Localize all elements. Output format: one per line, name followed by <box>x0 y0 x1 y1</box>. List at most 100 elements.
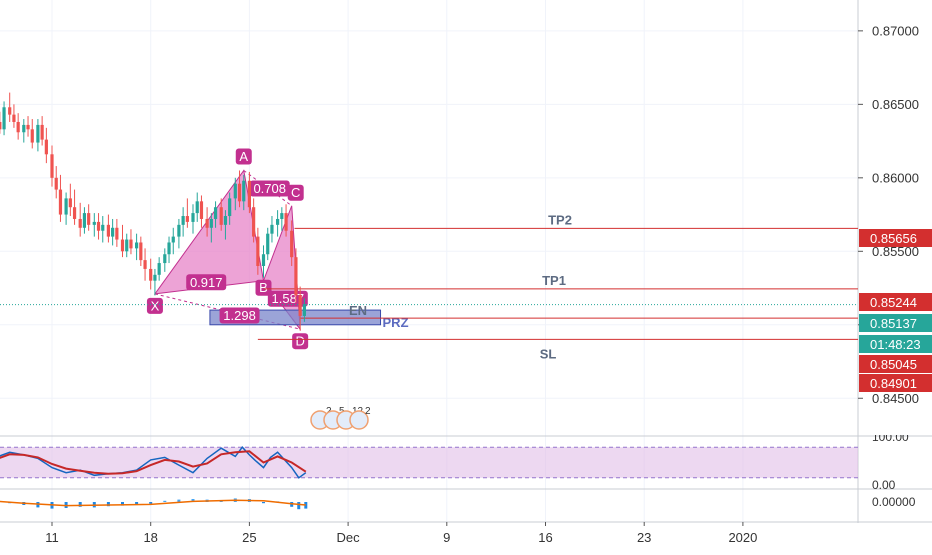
ratio-badge <box>267 290 308 307</box>
candle-body <box>177 224 181 237</box>
candle-body <box>157 263 161 275</box>
ratio-label: 1.298 <box>223 308 256 323</box>
price-badge-label: 0.84901 <box>870 376 917 391</box>
candle-body <box>96 221 101 231</box>
price-tick-label: 0.86000 <box>872 170 919 185</box>
candle-body <box>284 213 288 231</box>
candle-body <box>252 207 256 237</box>
candle-body <box>181 216 185 225</box>
candle-body <box>12 114 16 122</box>
price-badge <box>859 229 932 247</box>
candle-body <box>149 268 153 281</box>
event-markers[interactable]: 25122 <box>310 406 371 430</box>
point-badge <box>287 184 304 201</box>
macd-signal-line <box>0 499 306 507</box>
level-label-tp2: TP2 <box>548 212 572 227</box>
candles <box>0 92 306 331</box>
candle-body <box>213 207 218 219</box>
candle-body <box>82 213 87 228</box>
point-label-x: X <box>151 298 160 313</box>
point-label-c: C <box>291 185 300 200</box>
candle-body <box>8 107 12 115</box>
price-tick-label: 0.85500 <box>872 244 919 259</box>
level-label-sl: SL <box>540 346 557 361</box>
macd-bar <box>121 502 124 506</box>
candle-body <box>143 260 147 269</box>
point-badge <box>255 279 272 296</box>
ratio-badge <box>219 307 260 324</box>
candle-body <box>205 218 209 228</box>
point-label-b: B <box>259 280 268 295</box>
candle-body <box>256 236 260 266</box>
prz-label: PRZ <box>383 315 409 330</box>
candle-body <box>129 239 133 249</box>
price-badge <box>859 374 932 392</box>
level-label-tp1: TP1 <box>542 273 566 288</box>
candle-body <box>44 139 48 155</box>
ac-connector <box>243 170 292 207</box>
candle-body <box>209 218 213 228</box>
point-badge <box>146 297 163 314</box>
candle-body <box>58 189 63 215</box>
candle-body <box>111 227 115 237</box>
target-levels[interactable]: TP2 TP1 EN SL <box>0 212 858 361</box>
time-tick-label: 9 <box>443 530 450 545</box>
candle-body <box>266 233 270 255</box>
time-axis[interactable]: 11 18 25 Dec 9 16 23 2020 <box>0 522 932 550</box>
candle-body <box>195 201 199 214</box>
price-badge <box>859 314 932 332</box>
price-badge <box>859 293 932 311</box>
time-tick-label: 11 <box>45 530 59 545</box>
macd-bar <box>149 502 153 504</box>
time-tick-label: 23 <box>637 530 651 545</box>
stochastic-band <box>0 447 858 478</box>
price-badge <box>859 335 932 353</box>
price-badge-label: 0.85045 <box>870 357 917 372</box>
candle-body <box>191 213 195 222</box>
candle-body <box>40 124 44 140</box>
ratio-badge <box>186 274 227 291</box>
macd-bar <box>262 502 265 504</box>
candle-body <box>270 224 274 234</box>
candle-body <box>68 198 72 208</box>
ratio-label: 0.708 <box>253 181 286 196</box>
price-badge-label: 0.85656 <box>870 231 917 246</box>
point-label-d: D <box>295 334 304 349</box>
candle-body <box>125 239 129 252</box>
time-tick-label: 2020 <box>728 530 757 545</box>
candle-body <box>276 218 280 225</box>
macd-bar <box>304 502 308 509</box>
macd-bar <box>297 502 301 510</box>
candle-body <box>139 242 143 261</box>
candle-body <box>237 183 242 202</box>
price-badge-label: 0.85137 <box>870 316 917 331</box>
candle-body <box>26 124 30 130</box>
macd-bar <box>191 499 195 502</box>
candle-body <box>163 254 167 264</box>
stochastic-lower-tick: 0.00 <box>872 478 896 492</box>
time-tick-label: 16 <box>538 530 552 545</box>
point-badge <box>292 333 309 350</box>
candle-body <box>115 227 119 240</box>
candle-body <box>290 230 294 258</box>
event-flag-icon <box>349 410 369 430</box>
candle-body <box>64 198 68 215</box>
time-tick-label: 18 <box>143 530 157 545</box>
candle-body <box>223 216 228 225</box>
price-tick-label: 0.87000 <box>872 23 919 38</box>
candle-body <box>50 154 54 178</box>
price-axis[interactable]: 0.870000.865000.860000.855000.850000.845… <box>858 0 932 435</box>
candle-body <box>302 304 306 316</box>
macd-bar <box>135 502 139 505</box>
point-label-a: A <box>239 149 248 164</box>
price-tick-label: 0.84500 <box>872 391 919 406</box>
candle-body <box>106 224 110 237</box>
candle-body <box>87 213 91 225</box>
candle-body <box>261 254 266 266</box>
time-tick-label: 25 <box>242 530 256 545</box>
candle-body <box>280 213 284 219</box>
candle-body <box>199 201 204 219</box>
